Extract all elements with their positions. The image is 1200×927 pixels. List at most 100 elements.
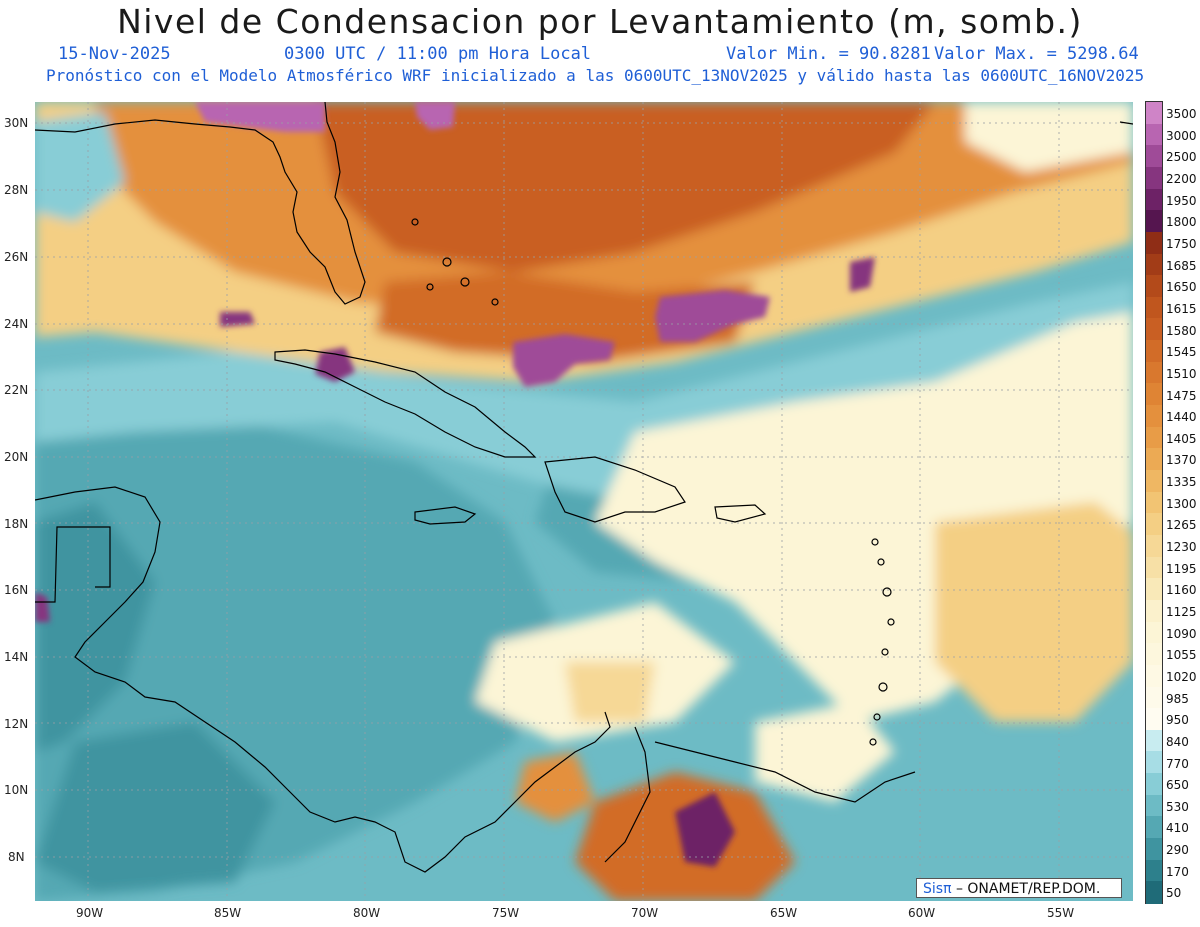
colorbar-label: 530 <box>1166 799 1189 814</box>
colorbar-segment <box>1146 491 1162 514</box>
colorbar-segment <box>1146 729 1162 753</box>
grid-lines <box>35 102 1133 901</box>
colorbar-segment <box>1146 751 1162 774</box>
lat-label: 14N <box>4 650 29 664</box>
colorbar-label: 1370 <box>1166 453 1197 468</box>
colorbar-label: 1230 <box>1166 540 1197 555</box>
colorbar-label: 770 <box>1166 756 1189 771</box>
credit-text: – ONAMET/REP.DOM. <box>955 881 1101 897</box>
colorbar-label: 3500 <box>1166 107 1197 122</box>
colorbar-segment <box>1146 816 1162 839</box>
lat-label: 8N <box>8 850 25 864</box>
colorbar-segment <box>1146 145 1162 168</box>
colorbar-label: 1615 <box>1166 301 1197 316</box>
map-title: Nivel de Condensacion por Levantamiento … <box>117 2 1083 41</box>
colorbar-label: 170 <box>1166 864 1189 879</box>
colorbar-segment <box>1146 664 1162 688</box>
colorbar-label: 1055 <box>1166 648 1197 663</box>
colorbar-segment <box>1146 470 1162 493</box>
colorbar-label: 1265 <box>1166 518 1197 533</box>
colorbar <box>1145 101 1163 904</box>
lon-label: 75W <box>492 906 520 920</box>
colorbar-segment <box>1146 773 1162 796</box>
colorbar-segment <box>1146 405 1162 428</box>
colorbar-segment <box>1146 275 1162 298</box>
colorbar-label: 1195 <box>1166 561 1197 576</box>
colorbar-segment <box>1146 361 1162 385</box>
lat-label: 18N <box>4 517 29 531</box>
colorbar-segment <box>1146 296 1162 320</box>
colorbar-segment <box>1146 534 1162 558</box>
colorbar-segment <box>1146 253 1162 276</box>
colorbar-segment <box>1146 881 1162 904</box>
colorbar-segment <box>1146 340 1162 363</box>
colorbar-label: 1580 <box>1166 323 1197 338</box>
colorbar-label: 1335 <box>1166 475 1197 490</box>
colorbar-segment <box>1146 599 1162 623</box>
colorbar-label: 50 <box>1166 886 1182 901</box>
credit-box: Sisπ – ONAMET/REP.DOM. <box>916 878 1122 898</box>
colorbar-segment <box>1146 166 1162 190</box>
colorbar-segment <box>1146 426 1162 449</box>
lon-label: 85W <box>214 906 242 920</box>
colorbar-label: 3000 <box>1166 128 1197 143</box>
lon-label: 65W <box>770 906 798 920</box>
lat-label: 26N <box>4 250 29 264</box>
lat-label: 12N <box>4 717 29 731</box>
colorbar-segment <box>1146 513 1162 536</box>
colorbar-label: 650 <box>1166 778 1189 793</box>
valid-date: 15-Nov-2025 <box>58 44 171 64</box>
value-max: Valor Max. = 5298.64 <box>934 44 1139 64</box>
coastlines <box>35 102 1133 873</box>
colorbar-segment <box>1146 838 1162 861</box>
colorbar-segment <box>1146 210 1162 233</box>
colorbar-segment <box>1146 318 1162 341</box>
colorbar-segment <box>1146 643 1162 666</box>
colorbar-label: 1950 <box>1166 193 1197 208</box>
lat-label: 30N <box>4 116 29 130</box>
lat-label: 10N <box>4 783 29 797</box>
colorbar-label: 1300 <box>1166 496 1197 511</box>
colorbar-label: 1125 <box>1166 604 1197 619</box>
colorbar-label: 290 <box>1166 843 1189 858</box>
colorbar-label: 1545 <box>1166 345 1197 360</box>
colorbar-segment <box>1146 708 1162 731</box>
lat-label: 24N <box>4 317 29 331</box>
colorbar-segment <box>1146 448 1162 471</box>
colorbar-label: 2200 <box>1166 172 1197 187</box>
colorbar-segment <box>1146 556 1162 579</box>
valid-time: 0300 UTC / 11:00 pm Hora Local <box>284 44 592 64</box>
colorbar-label: 985 <box>1166 691 1189 706</box>
value-min: Valor Min. = 90.8281 <box>726 44 931 64</box>
lon-label: 90W <box>76 906 104 920</box>
colorbar-label: 1020 <box>1166 669 1197 684</box>
colorbar-segment <box>1146 859 1162 882</box>
colorbar-label: 1650 <box>1166 280 1197 295</box>
colorbar-label: 840 <box>1166 734 1189 749</box>
colorbar-segment <box>1146 102 1162 125</box>
lat-label: 28N <box>4 183 29 197</box>
colorbar-label: 1510 <box>1166 366 1197 381</box>
lon-label: 60W <box>908 906 936 920</box>
lon-label: 80W <box>353 906 381 920</box>
lat-label: 22N <box>4 383 29 397</box>
colorbar-segment <box>1146 231 1162 255</box>
lon-label: 55W <box>1047 906 1075 920</box>
colorbar-label: 1090 <box>1166 626 1197 641</box>
colorbar-label: 1160 <box>1166 583 1197 598</box>
map-field-svg <box>35 102 1133 901</box>
colorbar-label: 1475 <box>1166 388 1197 403</box>
colorbar-label: 1440 <box>1166 410 1197 425</box>
colorbar-segment <box>1146 621 1162 644</box>
colorbar-label: 950 <box>1166 713 1189 728</box>
colorbar-segment <box>1146 123 1162 146</box>
colorbar-segment <box>1146 578 1162 601</box>
colorbar-segment <box>1146 383 1162 406</box>
colorbar-label: 1685 <box>1166 258 1197 273</box>
colorbar-label: 410 <box>1166 821 1189 836</box>
colorbar-label: 2500 <box>1166 150 1197 165</box>
lat-label: 20N <box>4 450 29 464</box>
colorbar-segment <box>1146 188 1162 211</box>
colorbar-label: 1800 <box>1166 215 1197 230</box>
colorbar-label: 1750 <box>1166 236 1197 251</box>
